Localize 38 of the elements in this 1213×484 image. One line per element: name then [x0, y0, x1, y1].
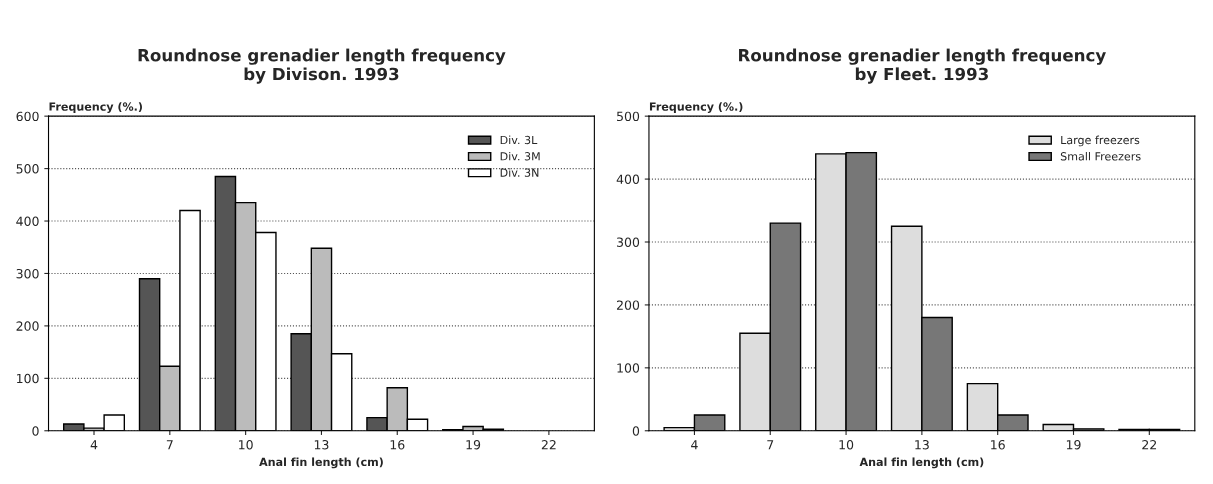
- y-tick-label: 300: [617, 237, 640, 247]
- x-tick-label: 22: [1142, 440, 1157, 450]
- x-tick-label: 4: [691, 440, 698, 450]
- y-tick-label: 500: [16, 164, 39, 174]
- y-tick-label: 0: [632, 426, 640, 436]
- y-tick-label: 0: [32, 426, 39, 436]
- y-tick-label: 100: [617, 363, 640, 373]
- x-tick-label: 13: [915, 440, 929, 450]
- legend-label: Div. 3M: [500, 151, 540, 161]
- x-tick-label: 19: [466, 440, 481, 450]
- y-tick-label: 300: [16, 268, 39, 279]
- x-tick-label: 16: [991, 440, 1005, 450]
- legend-label: Small Freezers: [1060, 151, 1141, 161]
- x-tick-label: 7: [166, 440, 173, 450]
- legend-label: Div. 3L: [500, 135, 538, 145]
- y-tick-label: 600: [16, 111, 39, 122]
- y-tick-label: 200: [616, 300, 640, 310]
- y-tick-label: 400: [16, 216, 39, 226]
- y-tick-label: 200: [16, 321, 39, 331]
- y-tick-label: 100: [17, 373, 39, 384]
- chart-title: Roundnose grenadier length frequency by Fleet. 1993: [739, 48, 1106, 84]
- y-axis-title: Frequency (%.): [649, 102, 743, 114]
- legend-label: Div. 3N: [500, 168, 539, 177]
- x-axis-title: Anal fin length (cm): [259, 457, 383, 469]
- x-axis-title: Anal fin length (cm): [859, 457, 984, 469]
- x-tick-label: 4: [90, 440, 98, 450]
- x-tick-label: 10: [839, 440, 854, 450]
- x-tick-label: 22: [541, 440, 556, 450]
- x-tick-label: 19: [1066, 440, 1081, 450]
- y-axis-title: Frequency (%.): [49, 102, 142, 114]
- x-tick-label: 13: [314, 440, 329, 450]
- y-tick-label: 400: [616, 174, 640, 185]
- x-tick-label: 10: [239, 440, 253, 450]
- chart-title: Roundnose grenadier length frequency by Divison. 1993: [138, 48, 506, 84]
- x-tick-label: 7: [767, 440, 774, 450]
- legend-label: Large freezers: [1061, 135, 1140, 147]
- x-tick-label: 16: [390, 440, 405, 450]
- y-tick-label: 500: [617, 111, 640, 122]
